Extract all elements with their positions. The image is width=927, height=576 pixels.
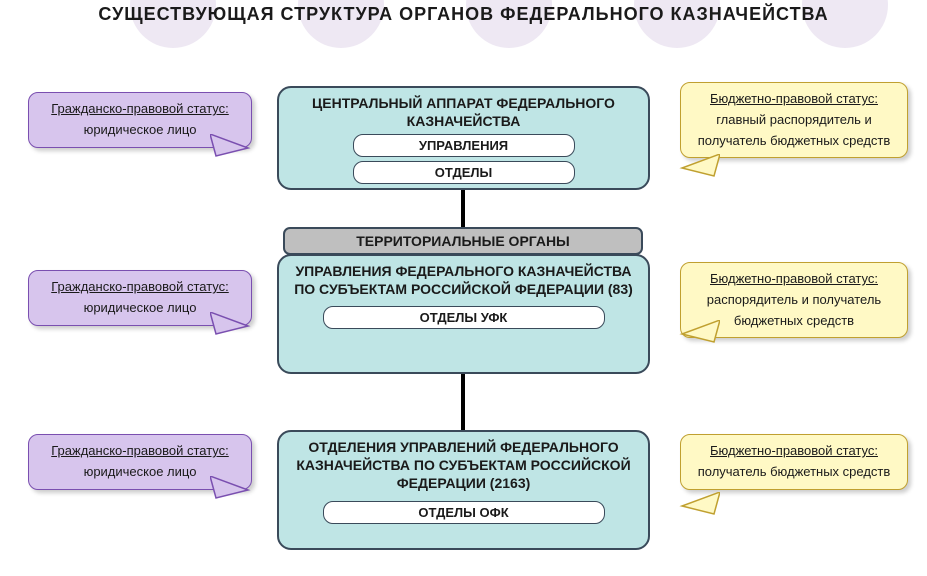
callout-title: Гражданско-правовой статус: [51,279,229,294]
callout-body: юридическое лицо [84,464,197,479]
callout-body: юридическое лицо [84,300,197,315]
page-title: СУЩЕСТВУЮЩАЯ СТРУКТУРА ОРГАНОВ ФЕДЕРАЛЬН… [0,4,927,25]
callout-title: Бюджетно-правовой статус: [710,271,878,286]
connector [461,372,465,432]
callout-tail-icon [210,476,254,502]
level1-box: ЦЕНТРАЛЬНЫЙ АППАРАТ ФЕДЕРАЛЬНОГО КАЗНАЧЕ… [277,86,650,190]
callout-title: Гражданско-правовой статус: [51,443,229,458]
level3-header: ОТДЕЛЕНИЯ УПРАВЛЕНИЙ ФЕДЕРАЛЬНОГО КАЗНАЧ… [289,438,638,493]
callout-tail-icon [210,312,254,338]
level2-box: УПРАВЛЕНИЯ ФЕДЕРАЛЬНОГО КАЗНАЧЕЙСТВА ПО … [277,254,650,374]
callout-title: Бюджетно-правовой статус: [710,443,878,458]
callout-title: Гражданско-правовой статус: [51,101,229,116]
callout-tail-icon [210,134,254,160]
level3-right-callout: Бюджетно-правовой статус: получатель бюд… [680,434,908,490]
callout-tail-icon [676,154,720,180]
level2-header: УПРАВЛЕНИЯ ФЕДЕРАЛЬНОГО КАЗНАЧЕЙСТВА ПО … [289,262,638,298]
level3-pill: ОТДЕЛЫ ОФК [323,501,605,524]
callout-body: получатель бюджетных средств [698,464,891,479]
level1-pill1: УПРАВЛЕНИЯ [353,134,575,157]
level1-pill2: ОТДЕЛЫ [353,161,575,184]
callout-title: Бюджетно-правовой статус: [710,91,878,106]
level3-box: ОТДЕЛЕНИЯ УПРАВЛЕНИЙ ФЕДЕРАЛЬНОГО КАЗНАЧ… [277,430,650,550]
territorial-bar: ТЕРРИТОРИАЛЬНЫЕ ОРГАНЫ [283,227,643,255]
callout-tail-icon [676,320,720,346]
level1-header: ЦЕНТРАЛЬНЫЙ АППАРАТ ФЕДЕРАЛЬНОГО КАЗНАЧЕ… [289,94,638,130]
callout-body: главный распорядитель и получатель бюдже… [698,112,891,148]
callout-tail-icon [676,492,720,518]
callout-body: юридическое лицо [84,122,197,137]
callout-body: распорядитель и получатель бюджетных сре… [707,292,881,328]
level2-pill: ОТДЕЛЫ УФК [323,306,605,329]
level1-right-callout: Бюджетно-правовой статус: главный распор… [680,82,908,158]
